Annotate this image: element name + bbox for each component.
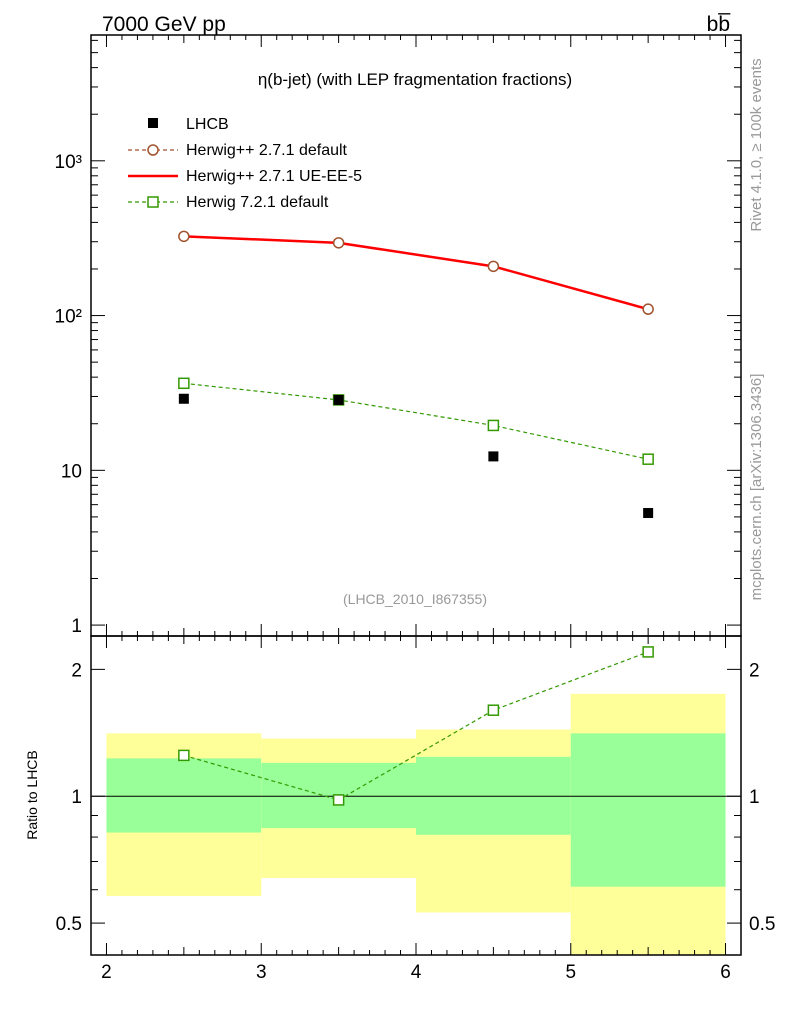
source-label: mcplots.cern.ch [arXiv:1306.3436]: [748, 374, 765, 601]
y-tick-label: 1: [71, 616, 82, 637]
legend: LHCB Herwig++ 2.7.1 default Herwig++ 2.7…: [128, 116, 362, 211]
ratio-point-herwig7: [332, 794, 345, 806]
series-line-herwigpp-ueee5: [183, 235, 649, 311]
series-line-herwigpp-default: [183, 235, 649, 310]
process-label: bb̅: [707, 13, 732, 36]
point-herwig7: [642, 453, 654, 465]
x-tick-label: 5: [565, 962, 576, 983]
y-tick-label: 10²: [55, 307, 82, 328]
y-tick-label: 10³: [55, 152, 82, 173]
x-tick-label: 3: [256, 962, 267, 983]
point-herwigpp-default: [332, 237, 345, 249]
point-lhcb: [488, 451, 499, 462]
y-tick-label: 10: [61, 461, 82, 482]
axes: 2 3 4 5 6 1 10 10² 10³ 0.5 0.5 1 1 2 2: [55, 34, 775, 983]
series-line-herwig7: [183, 382, 649, 460]
point-lhcb: [333, 394, 344, 405]
ratio-series: [91, 646, 741, 806]
energy-label: 7000 GeV pp: [102, 13, 226, 36]
legend-marker-herwig7: [147, 196, 159, 208]
analysis-watermark: (LHCB_2010_I867355): [343, 591, 487, 607]
plot-title: η(b-jet) (with LEP fragmentation fractio…: [258, 70, 572, 89]
legend-marker-herwigpp-default: [147, 144, 159, 156]
ratio-bands: [106, 693, 726, 955]
ratio-y-tick-label-right: 1: [749, 787, 760, 808]
main-series: [178, 230, 654, 518]
point-herwig7: [178, 377, 190, 390]
legend-label-lhcb: LHCB: [186, 116, 229, 133]
legend-label-herwig7: Herwig 7.2.1 default: [186, 194, 329, 211]
point-herwigpp-default: [487, 260, 500, 273]
x-tick-label: 4: [411, 962, 422, 983]
point-lhcb: [643, 507, 654, 518]
ratio-y-tick-label-right: 2: [749, 660, 760, 681]
legend-label-herwigpp-ueee5: Herwig++ 2.7.1 UE-EE-5: [186, 168, 362, 185]
x-tick-label: 2: [101, 962, 112, 983]
ratio-line-herwig7: [183, 651, 649, 801]
point-herwigpp-default: [642, 303, 654, 315]
x-tick-label: 6: [720, 962, 731, 983]
legend-marker-lhcb: [148, 118, 158, 128]
ratio-y-tick-label-left: 1: [71, 787, 82, 808]
ratio-ylabel: Ratio to LHCB: [24, 750, 40, 839]
ratio-point-herwig7: [642, 646, 654, 658]
ratio-y-tick-label-left: 0.5: [56, 914, 82, 935]
point-lhcb: [178, 393, 189, 404]
point-herwigpp-default: [178, 230, 190, 243]
ratio-y-tick-label-left: 2: [71, 660, 82, 681]
ratio-green-band-0: [106, 758, 262, 833]
ratio-point-herwig7: [487, 704, 500, 716]
ratio-point-herwig7: [178, 749, 190, 762]
point-herwig7: [487, 419, 500, 432]
ratio-y-tick-label-right: 0.5: [749, 914, 775, 935]
rivet-version-label: Rivet 4.1.0, ≥ 100k events: [748, 58, 765, 231]
ratio-green-band-3: [570, 733, 726, 887]
legend-label-herwigpp-default: Herwig++ 2.7.1 default: [186, 142, 348, 159]
